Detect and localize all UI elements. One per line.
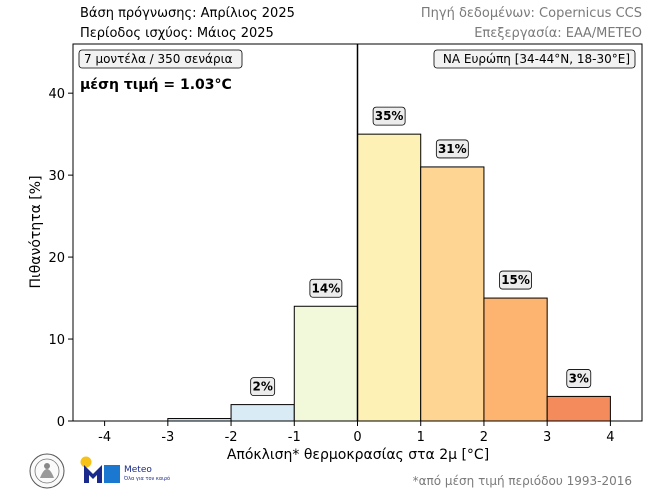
bar-label-box-5	[435, 139, 469, 159]
data-source-text: Πηγή δεδομένων: Copernicus CCS	[420, 6, 642, 21]
bar-2	[230, 404, 295, 422]
y-tick-label-2: 20	[48, 251, 65, 266]
bar-label-box-7	[566, 369, 592, 388]
bar-label-5: 31%	[438, 142, 467, 156]
x-tick-label-7: 3	[543, 430, 551, 445]
bar-label-box-6	[499, 270, 532, 290]
y-tick-label-1: 10	[48, 333, 65, 348]
bar-label-box-3	[309, 278, 343, 298]
bar-labels-layer: 2% 14% 35% 31% 15% 3%	[250, 106, 592, 397]
meteo-word: Meteo	[124, 465, 152, 475]
x-tick-label-0: -4	[98, 430, 111, 445]
academy-seal-logo	[29, 453, 65, 489]
bar-7	[546, 395, 611, 422]
y-tick-label-3: 30	[48, 169, 65, 184]
x-tick-label-3: -1	[288, 430, 301, 445]
x-tick-label-6: 2	[480, 430, 488, 445]
bar-4	[357, 133, 422, 422]
bar-label-3: 14%	[312, 281, 341, 295]
x-axis-label: Απόκλιση* θερμοκρασίας στα 2μ [°C]	[227, 447, 489, 463]
region-box: ΝΑ Ευρώπη [34-44°N, 18-30°E]	[433, 49, 636, 69]
bars-layer	[167, 133, 611, 422]
footnote-text: *από μέση τιμή περιόδου 1993-2016	[412, 474, 632, 488]
bar-label-2: 2%	[252, 380, 272, 394]
bar-label-4: 35%	[375, 109, 404, 123]
bar-label-7: 3%	[569, 371, 589, 385]
x-tick-label-1: -3	[161, 430, 174, 445]
bar-5	[420, 166, 485, 422]
processing-text: Επεξεργασία: ΕΑΑ/METEO	[474, 26, 642, 41]
mean-value-text: μέση τιμή = 1.03°C	[80, 77, 232, 93]
bar-6	[483, 297, 548, 422]
bar-label-box-4	[372, 106, 406, 126]
y-tick-label-0: 0	[57, 415, 65, 430]
x-tick-label-5: 1	[417, 430, 425, 445]
models-box: 7 μοντέλα / 350 σενάρια	[78, 49, 243, 69]
validity-period-text: Περίοδος ισχύος: Μάιος 2025	[80, 26, 274, 41]
forecast-base-text: Βάση πρόγνωσης: Απρίλιος 2025	[80, 6, 295, 21]
region-text: ΝΑ Ευρώπη [34-44°N, 18-30°E]	[443, 52, 630, 66]
bar-3	[293, 305, 358, 422]
y-axis-label: Πιθανότητα [%]	[28, 175, 44, 288]
x-tick-label-2: -2	[225, 430, 238, 445]
x-tick-label-8: 4	[606, 430, 614, 445]
meteo-logo: Meteo Όλα για τον καιρό	[80, 456, 170, 483]
y-tick-label-4: 40	[48, 87, 65, 102]
x-tick-label-4: 0	[353, 430, 361, 445]
models-text: 7 μοντέλα / 350 σενάρια	[84, 52, 233, 66]
bar-label-6: 15%	[501, 273, 530, 287]
bar-label-box-2	[250, 377, 276, 397]
meteo-tagline: Όλα για τον καιρό	[123, 475, 170, 482]
